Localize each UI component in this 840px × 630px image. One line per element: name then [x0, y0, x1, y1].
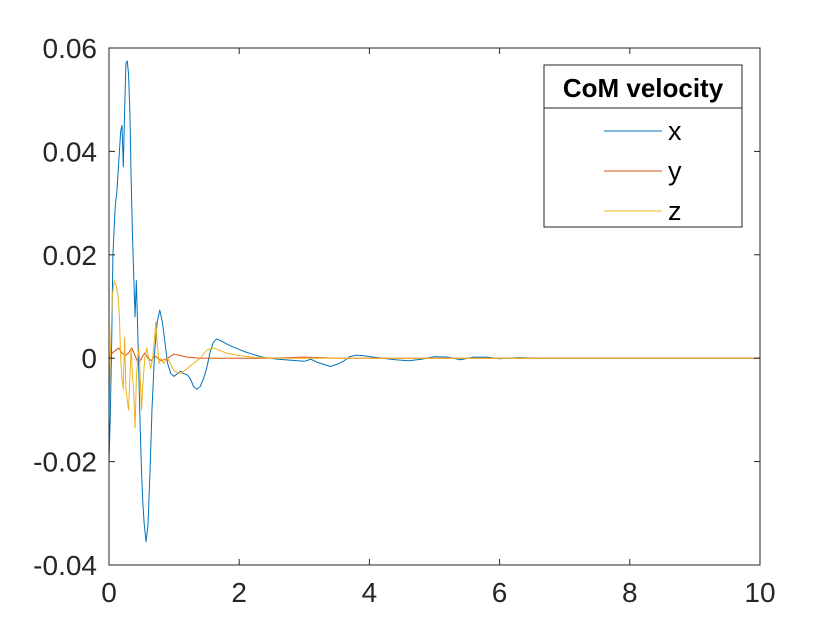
legend: CoM velocity xyz	[543, 64, 743, 228]
y-tick-label: -0.02	[33, 447, 97, 478]
y-tick-label: 0.06	[43, 33, 98, 64]
y-tick-label: 0	[81, 343, 97, 374]
y-axis: -0.04 -0.02 0 0.02 0.04 0.06	[33, 33, 760, 581]
x-tick-label: 10	[744, 577, 775, 608]
x-tick-label: 6	[492, 577, 508, 608]
y-tick-label: 0.02	[43, 240, 98, 271]
x-tick-label: 8	[622, 577, 638, 608]
x-tick-label: 2	[231, 577, 247, 608]
axes-box	[108, 47, 761, 566]
x-axis: 0 2 4 6 8 10	[101, 48, 776, 608]
y-tick-label: 0.04	[43, 136, 98, 167]
legend-label-x: x	[668, 116, 682, 146]
x-tick-label: 4	[362, 577, 378, 608]
x-tick-label: 0	[101, 577, 117, 608]
legend-items: xyz	[604, 116, 682, 226]
series-line-z	[108, 280, 760, 429]
legend-title: CoM velocity	[563, 73, 724, 103]
legend-label-y: y	[668, 156, 682, 186]
legend-box	[543, 64, 743, 228]
y-tick-label: -0.04	[33, 550, 97, 581]
legend-label-z: z	[668, 196, 682, 226]
series-layer	[108, 60, 760, 543]
